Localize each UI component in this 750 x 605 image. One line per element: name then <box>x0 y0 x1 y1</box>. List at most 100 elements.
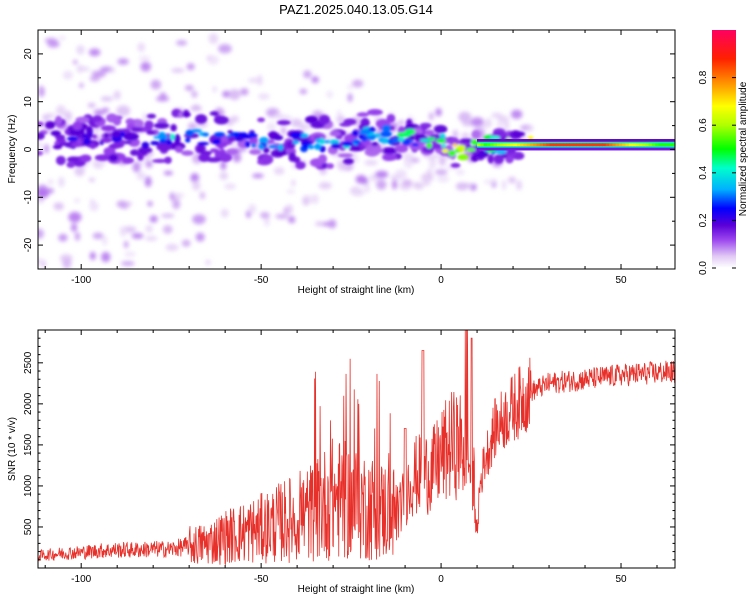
spectrogram-signal-core-segment <box>589 143 594 147</box>
spectrogram-ridge-blob <box>55 155 66 166</box>
spectrogram-ridge-blob <box>424 129 435 136</box>
spectrogram-ridge-core <box>352 129 359 137</box>
spectrogram-noise-blob <box>68 211 82 223</box>
spectrogram-ridge-core <box>466 147 476 152</box>
spectrogram-noise-blob <box>56 105 66 116</box>
spectrogram-noise-blob <box>74 165 85 177</box>
spectrogram-ridge-blob <box>138 147 153 154</box>
spectrogram-ridge-core <box>141 141 150 149</box>
spectrogram-ridge-blob <box>288 152 297 162</box>
spectrogram-ridge-core <box>426 137 436 141</box>
spectrogram-signal-core-segment <box>618 143 623 147</box>
spectrogram-noise-blob <box>299 88 308 95</box>
spectrogram-ridge-blob <box>371 141 379 147</box>
spectrogram-noise-blob <box>364 159 378 166</box>
spectrogram-ridge-blob <box>153 122 170 129</box>
snr-x-tick-label: -50 <box>254 574 269 585</box>
spectrogram-noise-blob <box>362 177 369 186</box>
spectrogram-ridge-core <box>452 143 457 147</box>
spectrogram-signal-core-segment <box>602 143 607 147</box>
colorbar-tick-label: 0.4 <box>698 165 709 179</box>
spectrogram-y-tick-label: 20 <box>23 48 34 60</box>
spectrogram-ridge-blob <box>112 116 122 126</box>
spectrogram-noise-blob <box>439 155 446 166</box>
spectrogram-signal-core-segment <box>665 143 670 147</box>
spectrogram-noise-blob <box>394 169 407 180</box>
spectrogram-signal-core-segment <box>658 143 663 147</box>
spectrogram-ridge-blob <box>72 121 83 131</box>
spectrogram-ridge-blob <box>421 146 434 154</box>
spectrogram-noise-blob <box>136 171 146 180</box>
spectrogram-x-tick-label: -100 <box>71 275 91 286</box>
spectrogram-noise-blob <box>58 35 66 41</box>
spectrogram-ridge-core <box>457 154 469 161</box>
spectrogram-ridge-blob <box>123 132 139 141</box>
snr-panel: -100 -50 0 50 500 1000 1500 2000 2500 Height of … <box>7 329 676 595</box>
spectrogram-signal-core-segment <box>572 143 577 147</box>
spectrogram-ridge-blob <box>172 111 179 117</box>
spectrogram-signal-core-segment <box>592 143 597 147</box>
spectrogram-ridge-core <box>330 143 341 149</box>
spectrogram-noise-blob <box>428 160 438 167</box>
spectrogram-noise-blob <box>401 152 415 159</box>
spectrogram-noise-blob <box>119 226 127 237</box>
spectrogram-ridge-core <box>111 130 122 138</box>
spectrogram-x-tick-label: 50 <box>615 275 627 286</box>
spectrogram-noise-blob <box>138 55 151 61</box>
spectrogram-ridge-core <box>359 128 371 135</box>
spectrogram-ridge-blob <box>371 147 384 154</box>
spectrogram-noise-blob <box>44 144 49 154</box>
spectrogram-ridge-core <box>380 130 392 138</box>
spectrogram-noise-blob <box>458 111 472 123</box>
spectrogram-noise-blob <box>88 177 96 182</box>
spectrogram-noise-blob <box>248 203 257 215</box>
spectrogram-ridge-core <box>67 141 74 149</box>
snr-y-tick-label: 2500 <box>23 351 34 374</box>
spectrogram-ridge-blob <box>129 149 139 156</box>
spectrogram-noise-blob <box>172 199 181 210</box>
spectrogram-noise-blob <box>240 88 249 96</box>
spectrogram-signal-core-segment <box>536 143 541 147</box>
spectrogram-signal-core-segment <box>490 143 495 147</box>
spectrogram-noise-blob <box>435 169 448 176</box>
snr-x-label: Height of straight line (km) <box>298 584 415 595</box>
spectrogram-ridge-blob <box>196 145 205 153</box>
spectrogram-ridge-blob <box>173 134 181 144</box>
spectrogram-noise-blob <box>275 213 289 220</box>
spectrogram-noise-blob <box>92 232 104 240</box>
spectrogram-signal-core-segment <box>493 143 498 147</box>
spectrogram-signal-core-segment <box>651 143 656 147</box>
spectrogram-signal-core-segment <box>655 143 660 147</box>
spectrogram-ridge-core <box>90 142 96 150</box>
spectrogram-noise-blob <box>89 201 99 212</box>
spectrogram-ridge-core <box>268 144 279 149</box>
spectrogram-noise-blob <box>195 232 205 242</box>
spectrogram-signal-core-segment <box>622 143 627 147</box>
spectrogram-ridge-core <box>52 144 63 150</box>
spectrogram-ridge-blob <box>386 114 396 123</box>
spectrogram-signal-core-segment <box>671 143 675 147</box>
spectrogram-ridge-blob <box>94 154 111 162</box>
spectrogram-ridge-core <box>158 134 169 140</box>
spectrogram-noise-blob <box>347 84 353 90</box>
spectrogram-ridge-blob <box>460 138 474 144</box>
spectrogram-x-tick-label: -50 <box>254 275 269 286</box>
spectrogram-noise-blob <box>123 240 129 249</box>
spectrogram-ridge-core <box>319 137 325 145</box>
spectrogram-ridge-core <box>70 143 82 148</box>
spectrogram-noise-blob <box>48 178 54 185</box>
spectrogram-signal-core-segment <box>645 143 650 147</box>
spectrogram-noise-blob <box>286 204 293 215</box>
spectrogram-noise-blob <box>501 179 507 191</box>
spectrogram-signal-core-segment <box>500 143 505 147</box>
spectrogram-noise-blob <box>140 61 152 72</box>
spectrogram-noise-blob <box>326 90 333 99</box>
spectrogram-noise-blob <box>212 86 217 93</box>
spectrogram-noise-blob <box>64 110 73 122</box>
spectrogram-ridge-blob <box>263 147 270 154</box>
spectrogram-ridge-core <box>82 134 89 139</box>
spectrogram-noise-blob <box>101 251 111 263</box>
spectrogram-noise-blob <box>150 79 162 90</box>
spectrogram-ridge-core <box>258 144 264 150</box>
